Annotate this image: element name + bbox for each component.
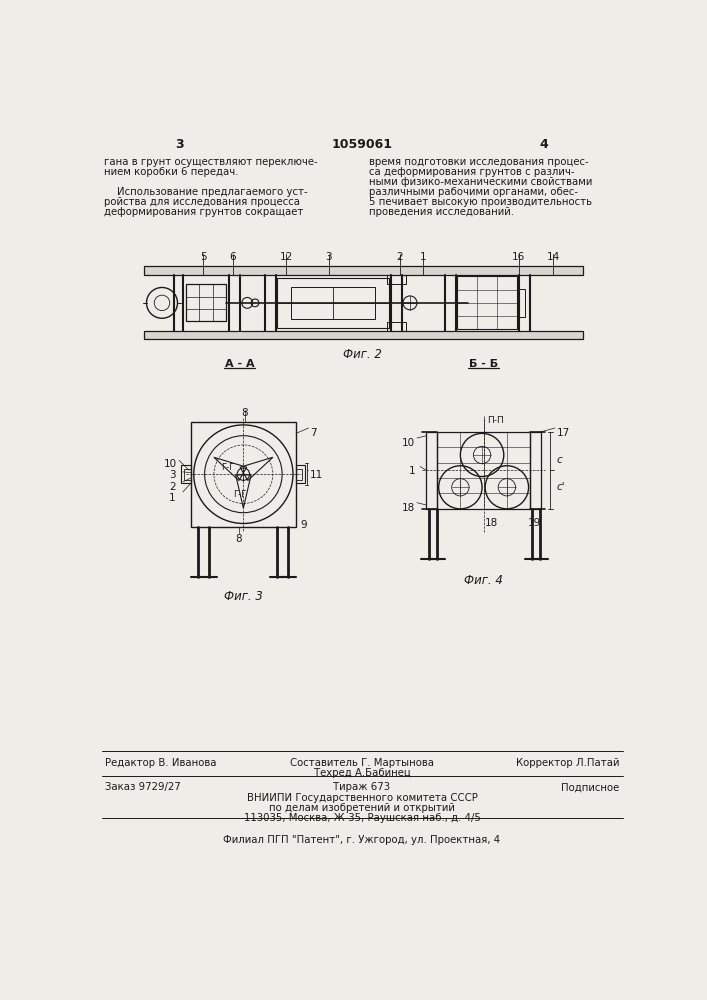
Bar — [457, 276, 517, 329]
Bar — [387, 275, 406, 284]
Text: 19: 19 — [527, 518, 541, 528]
Text: 9: 9 — [300, 520, 307, 530]
Text: время подготовки исследования процес-: время подготовки исследования процес- — [369, 157, 588, 167]
Text: Филиал ПГП "Патент", г. Ужгород, ул. Проектная, 4: Филиал ПГП "Патент", г. Ужгород, ул. Про… — [223, 835, 501, 845]
Text: 2: 2 — [397, 252, 403, 262]
Bar — [296, 465, 305, 483]
Text: Фиг. 2: Фиг. 2 — [342, 348, 381, 361]
Bar — [191, 422, 296, 527]
Text: 1059061: 1059061 — [332, 138, 392, 151]
Bar — [296, 469, 303, 480]
Bar — [437, 432, 530, 509]
Text: различными рабочими органами, обес-: различными рабочими органами, обес- — [369, 187, 578, 197]
Text: по делам изобретений и открытий: по делам изобретений и открытий — [269, 803, 455, 813]
Text: Г-Г: Г-Г — [221, 463, 235, 472]
Text: ройства для исследования процесса: ройства для исследования процесса — [104, 197, 300, 207]
Text: Фиг. 3: Фиг. 3 — [224, 590, 263, 603]
Text: деформирования грунтов сокращает: деформирования грунтов сокращает — [104, 207, 303, 217]
Text: 17: 17 — [556, 428, 570, 438]
Text: ными физико-механическими свойствами: ными физико-механическими свойствами — [369, 177, 592, 187]
Bar — [291, 287, 375, 319]
Text: нием коробки 6 передач.: нием коробки 6 передач. — [104, 167, 238, 177]
Text: c': c' — [556, 482, 565, 492]
Text: 1: 1 — [169, 493, 175, 503]
Text: П-П: П-П — [487, 416, 503, 425]
Bar — [144, 266, 583, 275]
Text: Подписное: Подписное — [561, 782, 619, 792]
Text: 12: 12 — [279, 252, 293, 262]
Text: 3: 3 — [325, 252, 332, 262]
Text: Техред А.Бабинец: Техред А.Бабинец — [314, 768, 410, 778]
Bar — [426, 432, 437, 509]
Bar — [387, 322, 406, 331]
Bar — [517, 289, 525, 317]
Text: c: c — [556, 455, 562, 465]
Text: 16: 16 — [512, 252, 525, 262]
Text: гана в грунт осуществляют переключе-: гана в грунт осуществляют переключе- — [104, 157, 317, 167]
Text: Заказ 9729/27: Заказ 9729/27 — [105, 782, 181, 792]
Text: Г-Г: Г-Г — [233, 490, 246, 499]
Text: 18: 18 — [485, 518, 498, 528]
Text: 7: 7 — [310, 428, 317, 438]
Text: Тираж 673: Тираж 673 — [334, 782, 390, 792]
Bar — [144, 331, 583, 339]
Text: Б - Б: Б - Б — [469, 359, 498, 369]
Text: 4: 4 — [539, 138, 549, 151]
Text: ВНИИПИ Государственного комитета СССР: ВНИИПИ Государственного комитета СССР — [247, 793, 477, 803]
Text: 2: 2 — [169, 482, 175, 492]
Text: Составитель Г. Мартынова: Составитель Г. Мартынова — [290, 758, 434, 768]
Bar — [530, 432, 541, 509]
Text: 8: 8 — [235, 534, 242, 544]
Text: 6: 6 — [229, 252, 236, 262]
Text: 3: 3 — [169, 470, 175, 480]
Text: 1: 1 — [409, 466, 416, 477]
Text: Корректор Л.Патай: Корректор Л.Патай — [515, 758, 619, 768]
Text: Использование предлагаемого уст-: Использование предлагаемого уст- — [104, 187, 308, 197]
Text: 11: 11 — [310, 470, 323, 480]
Text: Редактор В. Иванова: Редактор В. Иванова — [105, 758, 217, 768]
Text: 8: 8 — [242, 408, 248, 418]
Text: 5 печивает высокую производительность: 5 печивает высокую производительность — [369, 197, 592, 207]
Text: А - А: А - А — [225, 359, 255, 369]
Text: 3: 3 — [175, 138, 183, 151]
Text: Фиг. 4: Фиг. 4 — [464, 574, 503, 587]
Text: проведения исследований.: проведения исследований. — [369, 207, 514, 217]
Bar — [277, 278, 389, 328]
Text: 113035, Москва, Ж-35, Раушская наб., д. 4/5: 113035, Москва, Ж-35, Раушская наб., д. … — [243, 813, 480, 823]
Bar — [182, 465, 191, 483]
Text: 10: 10 — [163, 459, 177, 469]
Bar — [185, 469, 191, 480]
Text: 5: 5 — [200, 252, 206, 262]
Bar — [186, 284, 226, 321]
Text: 1: 1 — [420, 252, 426, 262]
Text: са деформирования грунтов с различ-: са деформирования грунтов с различ- — [369, 167, 574, 177]
Text: 10: 10 — [402, 438, 414, 448]
Text: 18: 18 — [402, 503, 415, 513]
Text: 14: 14 — [547, 252, 560, 262]
